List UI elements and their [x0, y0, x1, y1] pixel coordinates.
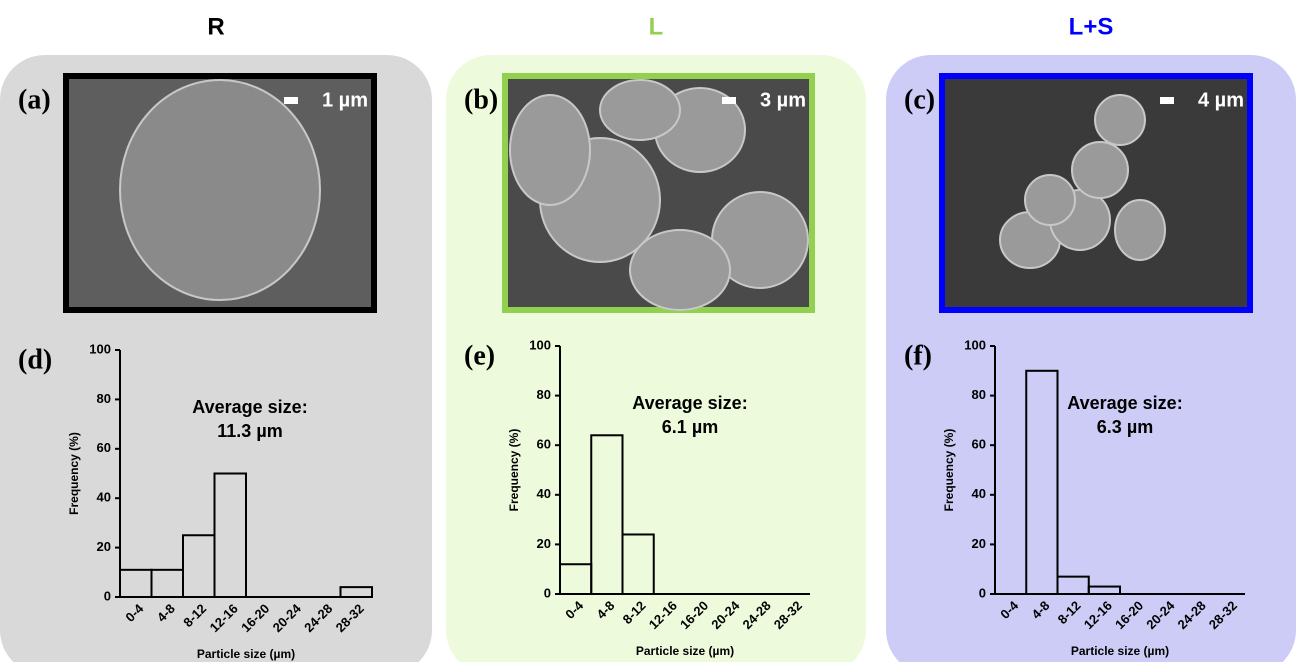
y-tick-label: 100	[89, 341, 111, 356]
image-label: (a)	[18, 84, 51, 115]
particle	[1071, 141, 1129, 199]
particle	[1024, 174, 1076, 226]
image-label: (b)	[464, 84, 498, 115]
x-axis-title: Particle size (µm)	[197, 647, 295, 661]
y-tick-label: 100	[964, 337, 986, 352]
annotation: Average size:	[192, 397, 307, 417]
image-label: (c)	[904, 84, 935, 115]
particle	[119, 79, 321, 301]
y-axis-title: Frequency (%)	[942, 429, 956, 512]
scale-bar	[722, 97, 736, 104]
annotation: 11.3 µm	[217, 421, 282, 441]
particle	[509, 94, 591, 206]
bar	[1056, 575, 1090, 596]
y-tick-label: 0	[104, 588, 111, 603]
y-axis-title: Frequency (%)	[507, 429, 521, 512]
y-tick-label: 100	[529, 337, 551, 352]
scale-bar-label: 1 µm	[322, 89, 368, 111]
particle	[1094, 94, 1146, 146]
scale-bar	[1160, 97, 1174, 104]
bar	[590, 434, 624, 595]
particle	[629, 229, 731, 311]
y-tick-label: 20	[537, 536, 551, 551]
bar	[213, 472, 247, 598]
y-tick-label: 80	[537, 387, 551, 402]
particle	[1114, 199, 1166, 261]
annotation: Average size:	[632, 393, 747, 413]
bar	[1025, 369, 1059, 595]
y-tick-label: 40	[97, 490, 111, 505]
y-tick-label: 80	[97, 391, 111, 406]
bar	[1087, 585, 1121, 595]
particle	[599, 79, 681, 141]
y-tick-label: 40	[537, 486, 551, 501]
y-tick-label: 60	[537, 437, 551, 452]
scale-bar-label: 3 µm	[760, 89, 806, 111]
bar	[339, 586, 373, 598]
chart-label: (d)	[18, 344, 52, 375]
chart-label: (e)	[464, 340, 495, 371]
y-tick-label: 60	[972, 437, 986, 452]
x-axis-title: Particle size (µm)	[636, 644, 734, 658]
y-tick-label: 40	[972, 486, 986, 501]
panel-title: L	[649, 13, 664, 40]
panel-title: R	[207, 13, 224, 40]
x-axis-title: Particle size (µm)	[1071, 644, 1169, 658]
y-tick-label: 20	[972, 536, 986, 551]
scale-bar-label: 4 µm	[1198, 89, 1244, 111]
y-tick-label: 0	[979, 585, 986, 600]
y-tick-label: 0	[544, 585, 551, 600]
scale-bar	[284, 97, 298, 104]
y-tick-label: 20	[97, 539, 111, 554]
y-tick-label: 60	[97, 440, 111, 455]
annotation: 6.3 µm	[1097, 417, 1153, 437]
annotation: Average size:	[1067, 393, 1182, 413]
y-axis-title: Frequency (%)	[67, 432, 81, 515]
bar	[621, 533, 655, 595]
chart-label: (f)	[904, 340, 932, 371]
annotation: 6.1 µm	[662, 417, 718, 437]
y-tick-label: 80	[972, 387, 986, 402]
panel-title: L+S	[1069, 13, 1114, 40]
